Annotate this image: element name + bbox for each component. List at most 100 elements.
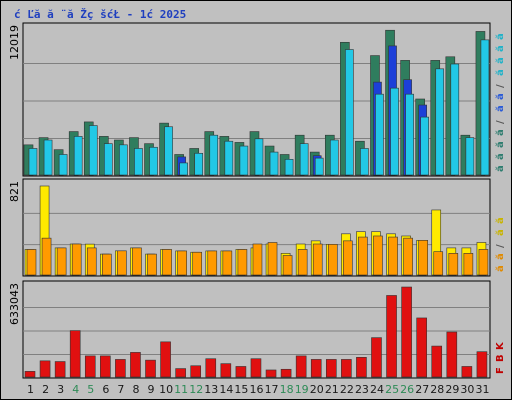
bar-middle-s1-day15: [237, 249, 248, 276]
x-tick-label-day-20: 20: [310, 383, 324, 396]
bar-bottom-s0-day16: [250, 358, 262, 378]
bar-bottom-s0-day4: [69, 330, 81, 378]
bar-top-s2-day20: [314, 157, 324, 176]
bar-top-s2-day6: [104, 143, 113, 176]
bar-middle-s1-day23: [358, 236, 368, 276]
bar-top-s2-day8: [134, 148, 143, 176]
bar-bottom-s0-day27: [416, 317, 427, 378]
bar-middle-s1-day9: [147, 253, 157, 276]
bar-bottom-s0-day9: [145, 359, 156, 378]
bar-bottom-s0-day15: [235, 366, 247, 378]
bar-bottom-s0-day19: [295, 355, 307, 378]
bar-middle-s1-day25: [388, 236, 398, 276]
bar-middle-s1-day18: [282, 255, 293, 276]
bar-top-s2-day27: [420, 116, 429, 176]
bar-top-s2-day30: [465, 137, 475, 176]
side-legend-label-middle: ă: [495, 253, 506, 260]
side-legend-label-top: ă: [495, 33, 506, 40]
x-tick-label-day-24: 24: [370, 383, 384, 396]
side-legend-label-bottom: B: [495, 354, 506, 362]
bar-bottom-s0-day17: [265, 369, 277, 378]
bar-bottom-s0-day18: [280, 368, 292, 378]
max-label-bottom: 633043: [8, 283, 21, 325]
x-tick-label-day-16: 16: [250, 383, 264, 396]
x-tick-label-day-17: 17: [265, 383, 279, 396]
x-tick-label-day-14: 14: [219, 383, 233, 396]
bar-middle-s1-day3: [56, 247, 67, 276]
bar-bottom-s0-day13: [205, 358, 217, 378]
bar-top-s2-day14: [224, 140, 234, 176]
x-tick-label-day-12: 12: [189, 383, 203, 396]
x-tick-label-day-15: 15: [234, 383, 248, 396]
bar-middle-s1-day19: [297, 249, 308, 276]
side-legend-label-top: ă: [495, 129, 506, 136]
bar-bottom-s0-day2: [39, 360, 51, 378]
bar-top-s2-day24: [375, 93, 384, 176]
bar-bottom-s0-day29: [446, 331, 458, 378]
side-legend-label-top: ă: [495, 141, 506, 148]
bar-top-s2-day22: [345, 49, 354, 176]
bar-top-s2-day1: [28, 148, 38, 176]
bar-middle-s1-day7: [117, 250, 127, 276]
max-label-top: 12019: [8, 25, 21, 60]
bar-middle-s1-day12: [192, 251, 203, 276]
bar-middle-s1-day21: [327, 244, 338, 276]
bar-top-s2-day29: [450, 63, 460, 176]
bar-top-s2-day15: [239, 145, 249, 176]
bar-bottom-s0-day21: [325, 359, 337, 378]
bar-bottom-s0-day28: [431, 345, 443, 378]
side-legend-label-top: ă: [495, 105, 506, 112]
bar-middle-s1-day14: [222, 250, 233, 276]
bar-top-s2-day25: [390, 87, 399, 176]
bar-middle-s1-day5: [86, 247, 97, 276]
bar-middle-s1-day8: [132, 247, 142, 276]
bar-bottom-s0-day22: [341, 359, 352, 378]
side-legend-label-bottom: F: [495, 367, 506, 374]
bar-bottom-s0-day25: [386, 295, 397, 378]
x-tick-label-day-1: 1: [27, 383, 34, 396]
bar-top-s2-day2: [43, 139, 53, 176]
x-tick-label-day-27: 27: [415, 383, 429, 396]
bar-top-s2-day13: [209, 134, 219, 176]
x-tick-label-day-26: 26: [400, 383, 414, 396]
x-tick-label-day-31: 31: [475, 383, 489, 396]
x-tick-label-day-11: 11: [174, 383, 188, 396]
bar-bottom-s0-day8: [130, 352, 141, 378]
x-tick-label-day-28: 28: [430, 383, 444, 396]
side-legend-label-bottom: K: [495, 341, 506, 350]
bar-top-s2-day3: [58, 154, 68, 176]
bar-top-s2-day31: [480, 39, 490, 176]
side-legend-label-top: ă: [495, 45, 506, 52]
bar-bottom-s0-day31: [476, 351, 488, 378]
bar-bottom-s0-day3: [54, 361, 66, 378]
chart-title: ć Ľă ă ¨ă Žç šćŁ - 1ć 2025: [14, 8, 186, 21]
x-tick-label-day-29: 29: [445, 383, 459, 396]
bar-bottom-s0-day6: [100, 355, 111, 378]
bar-middle-s1-day30: [463, 253, 474, 276]
bar-bottom-s0-day30: [461, 366, 473, 378]
side-legend-label-top: /: [495, 120, 506, 124]
bar-top-s2-day5: [88, 125, 98, 176]
bar-middle-s1-day6: [102, 253, 112, 276]
bar-bottom-s0-day12: [190, 365, 202, 378]
x-tick-label-day-4: 4: [72, 383, 79, 396]
bar-top-s2-day12: [194, 152, 204, 176]
x-tick-label-day-25: 25: [385, 383, 399, 396]
side-legend-label-top: ă: [495, 153, 506, 160]
bar-bottom-s0-day24: [371, 337, 382, 378]
x-tick-label-day-5: 5: [87, 383, 94, 396]
bar-middle-s1-day16: [252, 243, 263, 276]
bar-middle-s1-day11: [177, 250, 187, 276]
bar-middle-s1-day4: [71, 243, 82, 276]
bar-top-s2-day7: [119, 144, 128, 176]
side-legend-label-middle: ă: [495, 217, 506, 224]
bar-middle-s1-day13: [207, 250, 218, 276]
bar-bottom-s0-day7: [115, 359, 126, 378]
bar-middle-s1-day20: [312, 243, 323, 276]
bar-bottom-s0-day26: [401, 286, 412, 378]
bar-bottom-s0-day14: [220, 363, 232, 378]
x-tick-label-day-9: 9: [148, 383, 155, 396]
side-legend-label-top: ă: [495, 57, 506, 64]
x-tick-label-day-19: 19: [295, 383, 309, 396]
x-tick-label-day-21: 21: [325, 383, 339, 396]
